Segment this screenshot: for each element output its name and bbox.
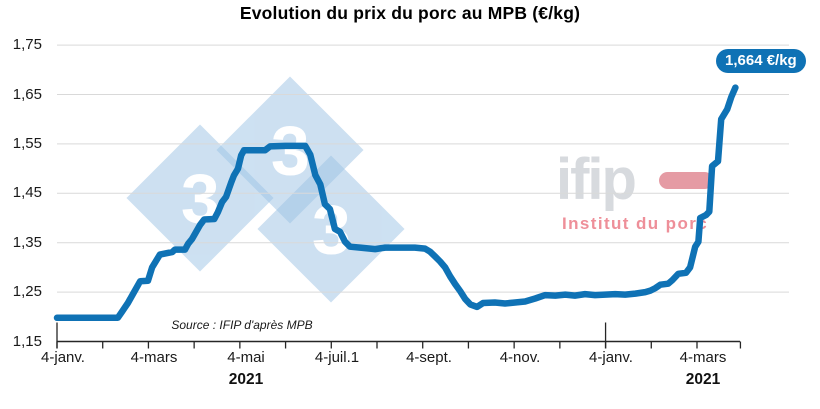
y-tick-label: 1,15 bbox=[12, 333, 42, 350]
x-tick-label: 4-janv. bbox=[589, 349, 633, 366]
y-tick-label: 1,55 bbox=[12, 135, 42, 152]
x-tick-label: 4-mars bbox=[130, 349, 178, 366]
chart-title: Evolution du prix du porc au MPB (€/kg) bbox=[239, 3, 581, 23]
ifip-logo-text: ifip bbox=[556, 147, 637, 212]
source-note: Source : IFIP d'après MPB bbox=[171, 318, 313, 332]
y-tick-label: 1,65 bbox=[12, 86, 42, 103]
y-tick-label: 1,75 bbox=[12, 36, 42, 53]
x-tick-label: 4-sept. bbox=[406, 349, 452, 366]
year-label: 2021 bbox=[685, 371, 721, 388]
x-tick-label: 4-juil.1 bbox=[314, 349, 360, 366]
y-tick-label: 1,35 bbox=[12, 234, 42, 251]
year-label: 2021 bbox=[228, 371, 264, 388]
ifip-logo-dash-icon bbox=[659, 172, 713, 189]
ifip-logo-tagline: Institut du porc bbox=[562, 214, 709, 233]
y-tick-label: 1,25 bbox=[12, 283, 42, 300]
x-tick-label: 4-janv. bbox=[41, 349, 85, 366]
price-line bbox=[53, 84, 739, 322]
x-tick-label: 4-mai bbox=[227, 349, 265, 366]
x-tick-label: 4-mars bbox=[679, 349, 727, 366]
x-tick-label: 4-nov. bbox=[499, 349, 541, 366]
last-value-callout: 1,664 €/kg bbox=[716, 49, 806, 73]
y-tick-label: 1,45 bbox=[12, 184, 42, 201]
